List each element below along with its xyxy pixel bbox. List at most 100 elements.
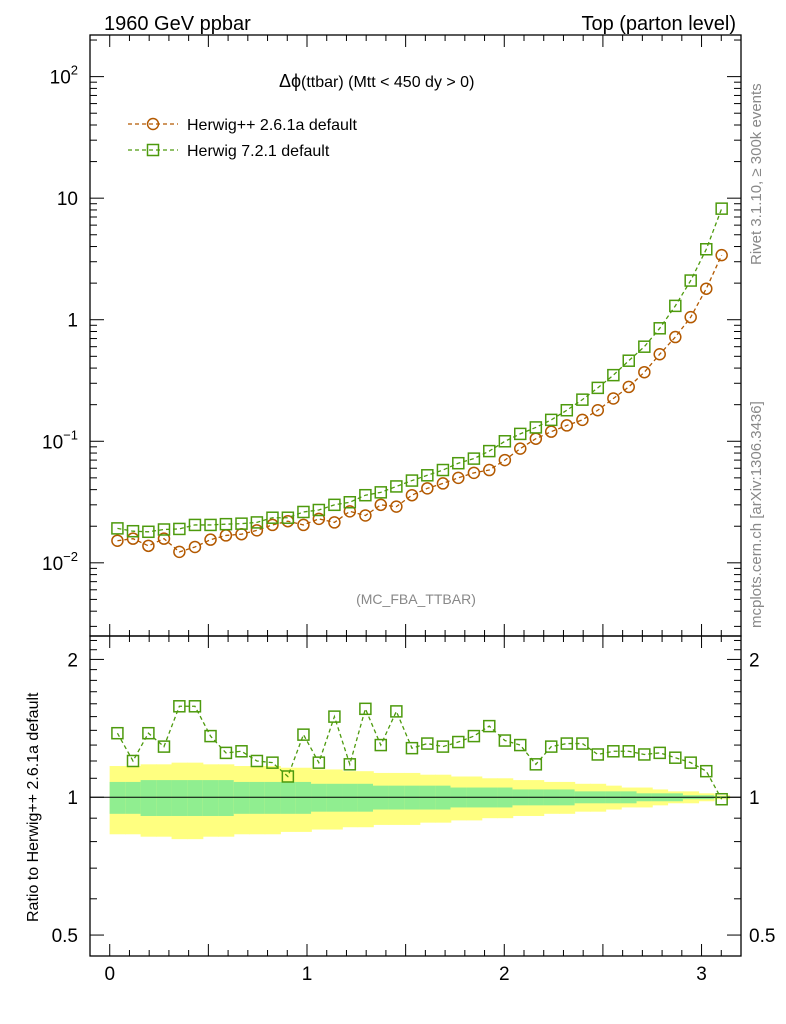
data-point-square (374, 486, 388, 499)
data-point-circle (483, 463, 496, 477)
data-point-square (514, 738, 527, 752)
data-point-circle (560, 419, 574, 432)
data-point-circle (684, 310, 697, 324)
y-tick-label-left: 1 (67, 788, 78, 809)
data-point-square (669, 299, 682, 313)
data-point-square (607, 368, 620, 382)
y-tick-label: 10−2 (42, 549, 78, 575)
data-point-circle (328, 516, 341, 529)
data-point-circle (591, 403, 605, 417)
data-point-circle (436, 477, 450, 490)
data-point-square (204, 729, 217, 743)
data-point-square (235, 745, 248, 758)
ratio-ylabel: Ratio to Herwig++ 2.6.1a default (25, 692, 42, 922)
data-point-square (390, 480, 403, 493)
data-point-square (452, 456, 465, 470)
mcplots-label: mcplots.cern.ch [arXiv:1306.3436] (748, 401, 765, 628)
band-inner (280, 781, 297, 814)
data-point-square (715, 792, 728, 806)
data-point-square (312, 503, 326, 517)
data-point-square (715, 202, 728, 215)
axes-frame (89, 635, 742, 957)
data-point-square (328, 498, 341, 512)
data-point-square (281, 770, 295, 783)
data-point-square (235, 517, 248, 530)
data-point-square (421, 469, 434, 482)
band-inner (295, 781, 312, 814)
data-point-square (560, 737, 574, 750)
band-inner (233, 781, 250, 814)
y-tick-label: 102 (50, 63, 78, 89)
data-point-square (173, 522, 186, 536)
data-point-square (514, 427, 527, 441)
data-point-square (483, 719, 496, 733)
series-line (116, 705, 723, 800)
main-title-symbol: Δϕ (279, 71, 301, 91)
data-point-circle (638, 365, 651, 379)
data-point-square (700, 764, 713, 778)
legend-marker-herwig7 (146, 143, 160, 157)
data-point-square (684, 274, 697, 287)
analysis-annotation: (MC_FBA_TTBAR) (356, 591, 476, 607)
data-point-square (204, 518, 217, 532)
data-point-square (297, 505, 310, 519)
data-point-circle (374, 498, 388, 512)
data-point-circle (700, 282, 713, 295)
data-point-square (684, 756, 697, 769)
data-point-square (142, 726, 155, 740)
data-point-circle (359, 509, 372, 522)
data-point-square (219, 517, 233, 531)
data-point-square (622, 745, 636, 758)
data-point-square (622, 354, 636, 367)
data-point-circle (467, 466, 481, 480)
y-tick-label: 1 (67, 311, 78, 332)
data-point-square (421, 737, 434, 750)
data-point-circle (142, 539, 155, 553)
data-point-square (250, 516, 264, 529)
data-point-square (544, 413, 558, 427)
data-point-circle (250, 524, 264, 537)
data-point-square (328, 710, 341, 723)
data-point-circle (126, 532, 140, 545)
data-point-square (173, 700, 186, 713)
band-inner (187, 780, 204, 816)
data-point-square (591, 381, 605, 395)
rivet-label: Rivet 3.1.10, ≥ 300k events (748, 83, 765, 265)
band-inner (171, 780, 188, 816)
data-point-square (436, 463, 450, 477)
data-point-circle (343, 505, 357, 518)
legend-label-herwig7: Herwig 7.2.1 default (187, 143, 330, 160)
data-point-square (374, 738, 388, 752)
data-point-circle (622, 380, 636, 394)
main-panel: 10−2 10−1 1 10 102 Δϕ (ttbar) (Mtt < 450 dy … (42, 34, 742, 637)
data-point-square (142, 525, 155, 539)
data-point-square (266, 511, 279, 524)
data-point-square (576, 737, 589, 750)
data-point-circle (514, 442, 527, 455)
data-point-circle (188, 540, 202, 554)
ratio-panel: 0 1 2 3 0.5 0.5 1 1 2 2 Ratio to Herwig++ 2.6.1a … (25, 635, 775, 985)
data-point-circle (111, 534, 124, 547)
x-tick-label: 3 (696, 964, 707, 985)
x-tick-label: 1 (302, 964, 313, 985)
legend-entry-herwig7: Herwig 7.2.1 default (128, 143, 330, 160)
data-point-square (281, 511, 295, 524)
data-point-square (436, 740, 450, 753)
data-point-square (126, 524, 140, 538)
y-tick-label: 10 (57, 189, 78, 210)
legend-label-herwigpp: Herwig++ 2.6.1a default (187, 117, 357, 134)
data-point-square (157, 740, 171, 753)
data-point-square (219, 746, 233, 760)
data-point-circle (653, 347, 666, 361)
data-point-square (111, 522, 124, 535)
data-point-square (483, 444, 496, 458)
data-point-square (498, 435, 512, 448)
data-point-square (405, 474, 419, 487)
data-point-square (188, 700, 202, 713)
data-point-circle (421, 482, 434, 495)
legend-entry-herwigpp: Herwig++ 2.6.1a default (128, 117, 357, 134)
data-point-square (669, 751, 682, 764)
main-data-marks (111, 202, 728, 559)
data-point-square (467, 729, 481, 743)
data-point-square (250, 754, 264, 768)
